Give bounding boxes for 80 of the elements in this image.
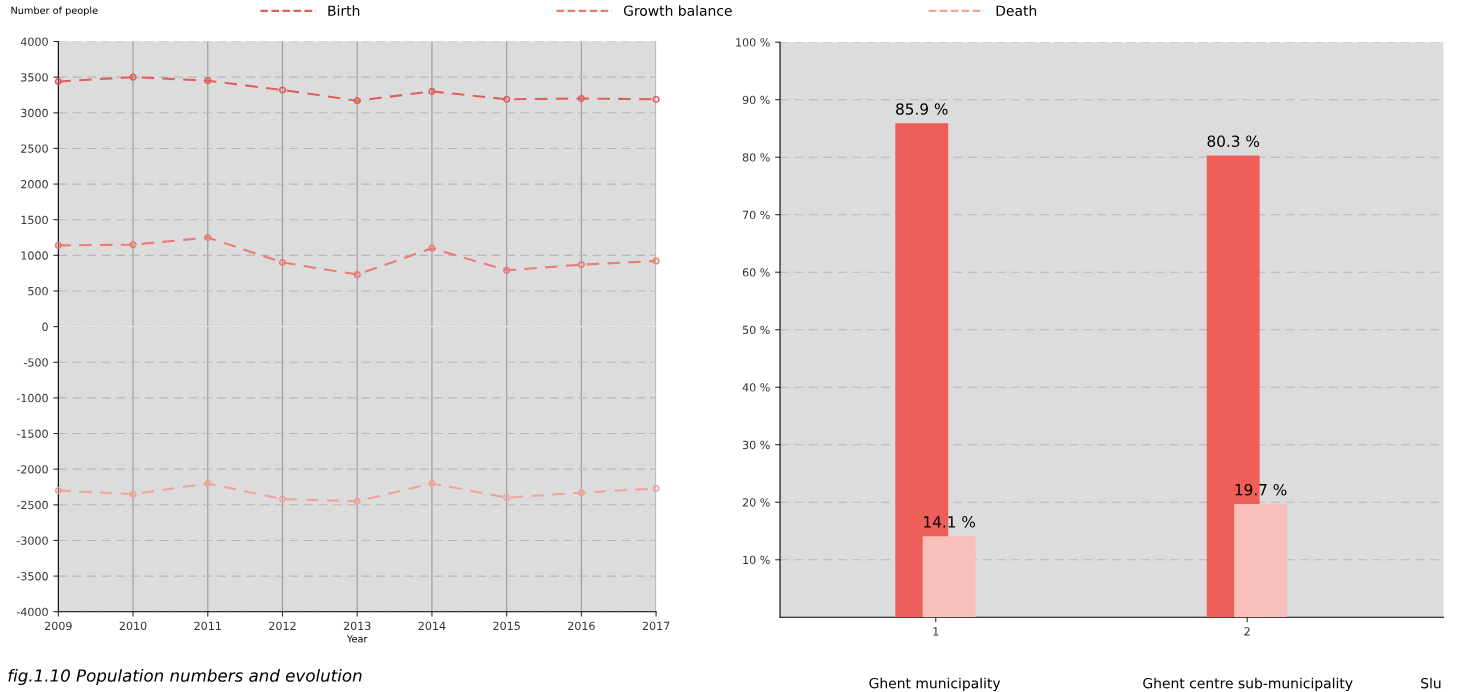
point (428, 87, 436, 96)
point (54, 486, 62, 495)
y-tick-label: 3000 (21, 108, 48, 118)
x-tick-label: 2016 (568, 621, 595, 631)
x-tick-label: 2010 (119, 621, 147, 631)
y-tick-label: -2500 (16, 500, 48, 510)
legend-label: Growth balance (623, 5, 732, 16)
point (54, 241, 62, 249)
point (652, 95, 660, 103)
data-label: 80.3 % (1207, 135, 1260, 147)
data-label: 14.1 % (924, 516, 975, 528)
x-tick-label: 2017 (642, 621, 670, 631)
point (428, 244, 436, 252)
y-axis-title: Number of people (11, 6, 98, 16)
y-tick-label: 1000 (21, 251, 48, 260)
y-tick-label: 90 % (742, 95, 770, 105)
y-tick-label: 20 % (742, 498, 770, 507)
x-tick-label: 2012 (269, 621, 296, 631)
y-tick-label: 3500 (21, 73, 48, 82)
bar (922, 536, 976, 618)
point (652, 257, 660, 265)
y-tick-label: 0 (42, 322, 48, 331)
x-axis-title: Year (346, 635, 368, 643)
legend-label: Death (996, 5, 1037, 16)
y-tick-label: 80 % (742, 153, 770, 162)
point (503, 266, 511, 274)
data-label: 19.7 % (1235, 483, 1287, 496)
point (129, 73, 137, 81)
text: Slu (1421, 677, 1441, 689)
legend-label: Birth (328, 5, 360, 16)
point (353, 270, 361, 279)
point (204, 233, 212, 242)
bar (1234, 503, 1288, 618)
point (503, 494, 511, 502)
point (278, 495, 287, 503)
y-tick-label: 500 (28, 286, 48, 296)
text: Ghent municipality (869, 677, 1001, 692)
y-tick-label: -1500 (16, 429, 48, 438)
x-tick-label: 2011 (194, 621, 221, 631)
point (129, 490, 137, 498)
point (353, 497, 361, 505)
y-tick-label: -2000 (16, 465, 48, 474)
point (278, 86, 287, 94)
y-tick-label: 60 % (742, 268, 770, 277)
y-tick-label: -500 (23, 358, 48, 367)
point (428, 479, 436, 488)
y-tick-label: 4000 (20, 37, 48, 46)
caption: fig.1.10 Population numbers and evolution (8, 668, 362, 686)
y-tick-label: 100 % (736, 38, 770, 47)
y-tick-label: 2000 (21, 180, 48, 189)
text: Ghent centre sub-municipality (1143, 677, 1353, 692)
y-tick-label: 70 % (742, 210, 770, 220)
y-tick-label: -4000 (16, 607, 48, 617)
x-tick-label: 1 (933, 627, 939, 636)
y-tick-label: 50 % (742, 325, 770, 335)
point (204, 77, 212, 85)
x-tick-label: 2009 (45, 621, 72, 631)
x-tick-label: 2013 (343, 621, 371, 631)
point (204, 479, 212, 488)
y-tick-label: -3500 (16, 572, 48, 581)
data-label: 85.9 % (896, 103, 948, 115)
point (577, 261, 585, 269)
point (503, 95, 511, 103)
point (652, 484, 660, 493)
point (54, 77, 62, 86)
point (353, 97, 361, 105)
y-tick-label: 1500 (21, 215, 48, 225)
y-tick-label: 10 % (743, 555, 770, 565)
y-tick-label: -1000 (16, 393, 48, 403)
y-tick-label: -3000 (16, 536, 48, 545)
y-tick-label: 2500 (21, 144, 48, 153)
y-tick-label: 40 % (742, 383, 770, 392)
x-tick-label: 2015 (493, 621, 520, 631)
point (577, 94, 585, 103)
y-tick-label: 30 % (742, 440, 770, 450)
x-tick-label: 2014 (418, 621, 446, 631)
point (129, 241, 137, 249)
point (577, 489, 585, 497)
point (278, 258, 287, 267)
x-tick-label: 2 (1244, 627, 1250, 636)
